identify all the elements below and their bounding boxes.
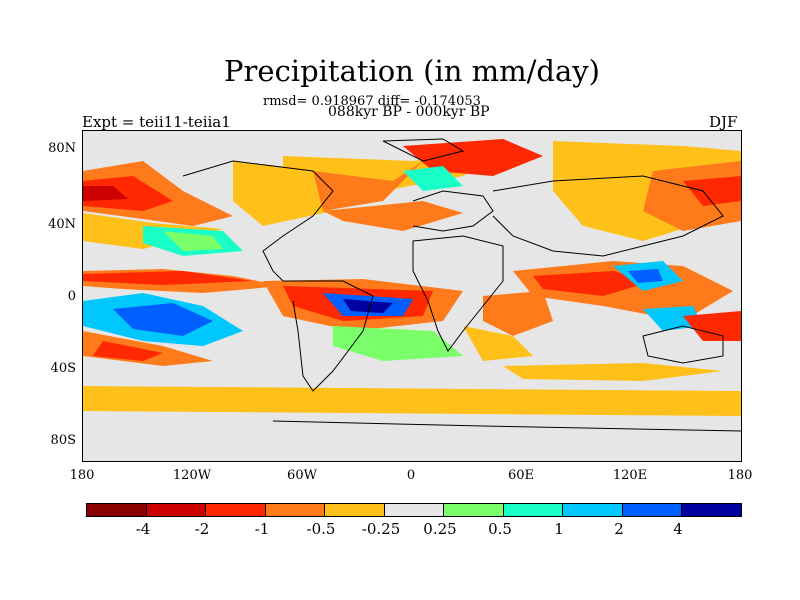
colorbar-label: 1 — [554, 520, 564, 538]
lon-label-60e: 60E — [507, 468, 535, 483]
lat-label-0: 0 — [67, 289, 76, 304]
lat-label-80s: 80S — [50, 433, 76, 448]
colorbar-box — [87, 504, 147, 516]
season-label: DJF — [709, 113, 738, 131]
map-title: Precipitation (in mm/day) — [224, 54, 600, 88]
colorbar-label: -0.25 — [361, 520, 401, 538]
precipitation-map — [82, 130, 742, 462]
colorbar-label: -1 — [254, 520, 270, 538]
period-text: 088kyr BP - 000kyr BP — [328, 104, 490, 120]
coastlines — [182, 138, 741, 432]
colorbar-label: -2 — [194, 520, 210, 538]
lon-label-60w: 60W — [287, 468, 317, 483]
colorbar-label: 2 — [614, 520, 624, 538]
colorbar-box — [682, 504, 742, 516]
colorbar-box — [206, 504, 266, 516]
colorbar-box — [503, 504, 564, 516]
colorbar-box — [622, 504, 683, 516]
colorbar-label: 0.25 — [423, 520, 457, 538]
stats-text: rmsd= 0.918967 diff= -0.174053 — [263, 94, 481, 109]
colorbar-label: 4 — [673, 520, 683, 538]
colorbar-box — [325, 504, 385, 516]
map-svg — [83, 138, 741, 432]
lon-label-0: 0 — [406, 468, 416, 483]
lon-label-180w: 180 — [69, 468, 95, 483]
colorbar-label: 0.5 — [488, 520, 512, 538]
colorbar-label: -0.5 — [306, 520, 336, 538]
anomaly-field — [83, 139, 741, 416]
lon-label-120w: 120W — [172, 468, 212, 483]
lat-label-40n: 40N — [48, 217, 76, 232]
colorbar-box — [146, 504, 207, 516]
lon-label-120e: 120E — [612, 468, 648, 483]
lon-label-180e: 180 — [727, 468, 753, 483]
lat-label-80n: 80N — [48, 141, 76, 156]
colorbar-box — [265, 504, 326, 516]
colorbar-box — [563, 504, 623, 516]
colorbar-box — [444, 504, 504, 516]
experiment-label: Expt = teii11-teiia1 — [82, 113, 231, 131]
colorbar-box — [384, 504, 445, 516]
colorbar — [86, 503, 742, 517]
lat-label-40s: 40S — [50, 361, 76, 376]
colorbar-label: -4 — [135, 520, 151, 538]
